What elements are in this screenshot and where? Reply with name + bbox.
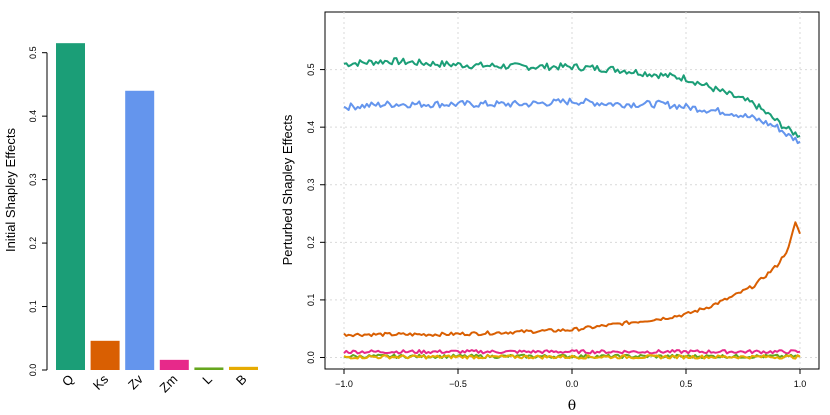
plot-frame [324, 11, 820, 370]
bar-y-tick-label: 0.0 [28, 364, 38, 377]
line-x-axis: −1.0 −0.5 0.0 0.5 1.0 [335, 368, 807, 389]
bar-category-label: Ks [90, 371, 112, 393]
bar-y-tick-label: 0.5 [28, 46, 38, 59]
line-y-tick-label: 0.1 [306, 294, 316, 307]
series-line-1 [343, 57, 801, 138]
line-y-tick-label: 0.2 [306, 236, 316, 249]
bar-chart: 0.0 0.1 0.2 0.3 0.4 0.5 Initial Shapley Effec… [3, 43, 258, 395]
bar-category-label: B [233, 372, 250, 389]
bar-category-label: L [199, 372, 215, 388]
line-x-tick-label: −0.5 [449, 379, 467, 389]
bar-zm [159, 359, 189, 370]
line-grid [325, 12, 819, 369]
bar-y-tick-label: 0.1 [28, 300, 38, 313]
bar-category-label: Zv [125, 371, 146, 392]
line-x-tick-label: 0.5 [680, 379, 693, 389]
bar-category-label: Zm [157, 372, 181, 396]
bar-q [56, 43, 85, 371]
line-x-tick-label: −1.0 [335, 379, 353, 389]
line-y-tick-label: 0.5 [306, 63, 316, 76]
bar-category-labels: Q Ks Zv Zm L B [59, 371, 250, 395]
line-y-tick-label: 0.0 [306, 351, 316, 364]
line-y-axis: 0.0 0.1 0.2 0.3 0.4 0.5 [306, 63, 326, 364]
bar-zv [125, 90, 155, 371]
line-series-group [343, 57, 801, 360]
series-line-3 [343, 221, 801, 338]
line-x-tick-label: 0.0 [566, 379, 579, 389]
bar-y-label: Initial Shapley Effects [3, 127, 18, 252]
bar-category-label: Q [59, 372, 77, 390]
bar-y-tick-label: 0.2 [28, 237, 38, 250]
bar-ks [90, 340, 120, 370]
bar-y-axis: 0.0 0.1 0.2 0.3 0.4 0.5 [28, 46, 48, 377]
bar-y-tick-label: 0.3 [28, 173, 38, 186]
bar-y-tick-label: 0.4 [28, 110, 38, 123]
series-line-2 [343, 97, 801, 145]
line-y-label: Perturbed Shapley Effects [280, 114, 295, 265]
series-line-6 [343, 354, 801, 360]
line-y-tick-label: 0.4 [306, 121, 316, 134]
series-line-4 [343, 349, 801, 355]
line-x-tick-label: 1.0 [794, 379, 807, 389]
line-chart: −1.0 −0.5 0.0 0.5 1.0 0.0 0.1 0.2 0.3 0.4 0.5 Per… [280, 11, 820, 414]
bar-l [194, 367, 224, 370]
line-x-label: θ [568, 398, 576, 414]
bars [56, 43, 258, 371]
bar-b [229, 366, 258, 370]
line-y-tick-label: 0.3 [306, 178, 316, 191]
